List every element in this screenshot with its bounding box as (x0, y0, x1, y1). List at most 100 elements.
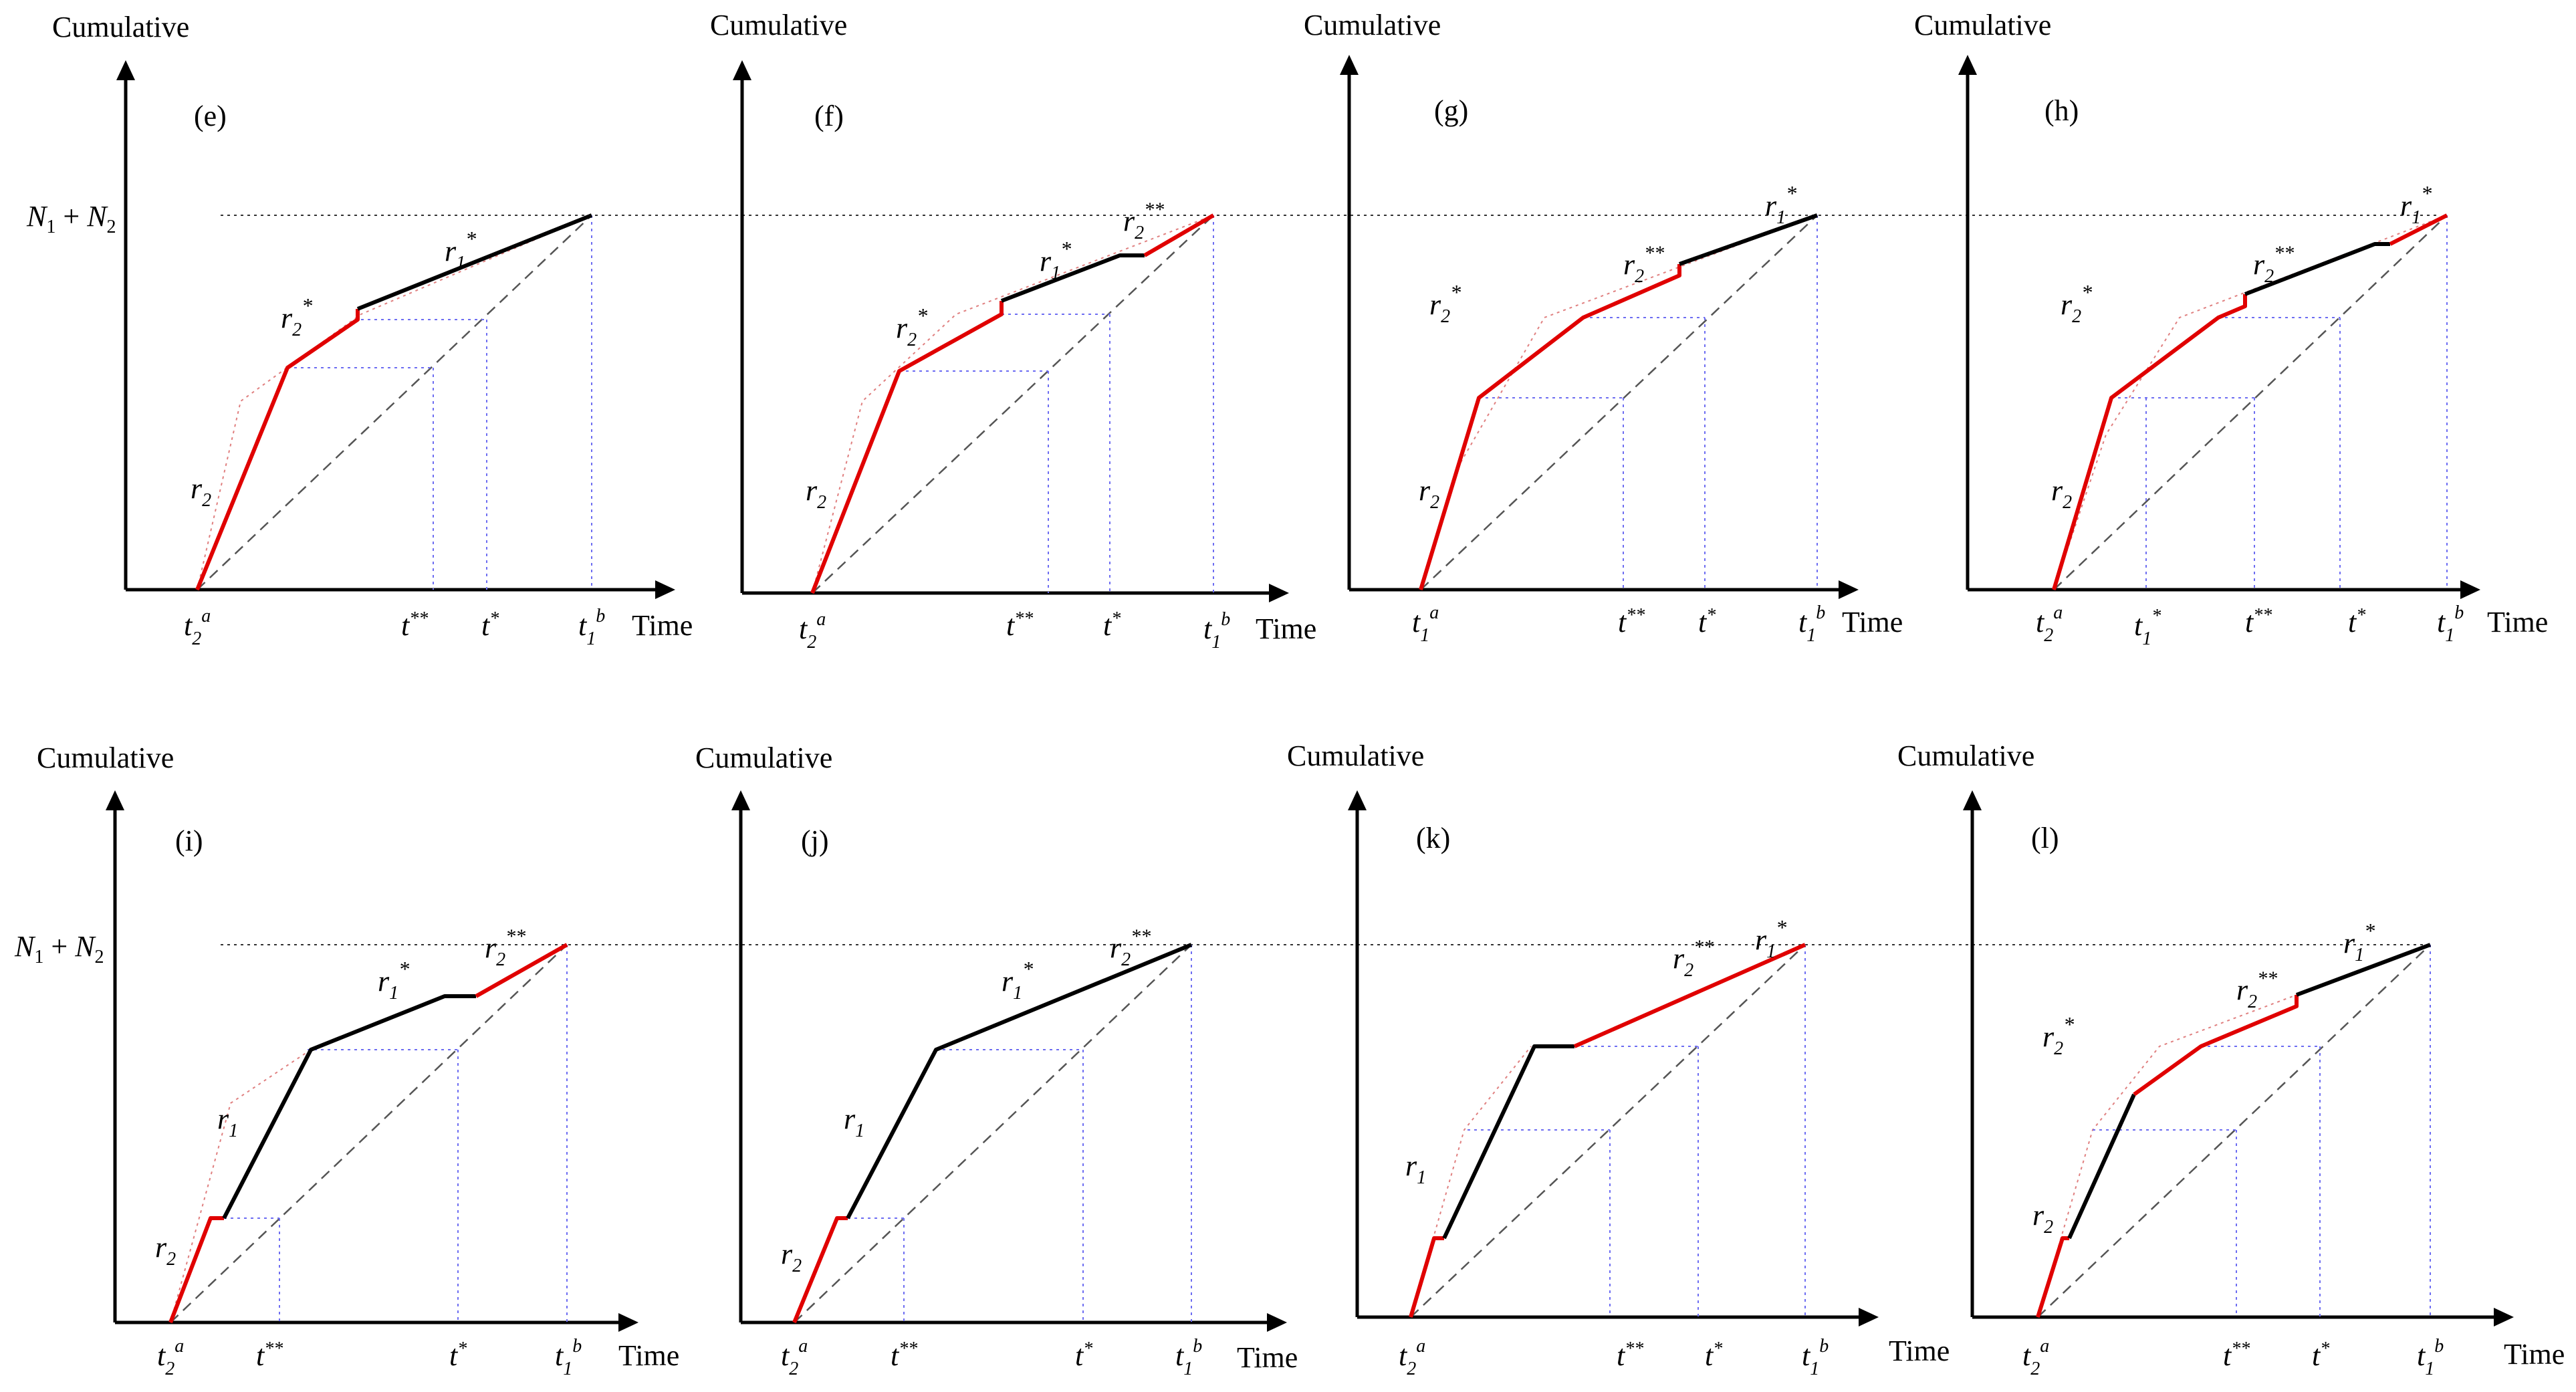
y-axis-label: Cumulative (710, 9, 847, 41)
svg-text:t1b: t1b (1175, 1336, 1202, 1379)
y-axis-label: Cumulative (695, 741, 832, 774)
svg-text:r1*: r1* (1765, 181, 1796, 228)
svg-text:r1*: r1* (2400, 181, 2432, 228)
curve-red (2036, 1236, 2069, 1318)
svg-text:t1b: t1b (2437, 602, 2464, 646)
curve-black (1000, 253, 1145, 303)
x-axis-arrow-icon (2494, 1308, 2514, 1326)
svg-text:t1*: t1* (2134, 606, 2161, 649)
svg-text:r1*: r1* (1002, 957, 1033, 1004)
svg-text:r1*: r1* (2343, 919, 2375, 965)
n1n2-label-top: N1 + N2 (26, 200, 116, 237)
y-axis-arrow-icon (733, 60, 751, 80)
x-axis-arrow-icon (1859, 1308, 1879, 1326)
svg-text:r2: r2 (806, 474, 826, 513)
y-axis-arrow-icon (1340, 55, 1359, 75)
curve-black (222, 994, 476, 1220)
y-axis-arrow-icon (116, 60, 135, 80)
panel-l: Cumulative Time (l) r2 r2* r2** r1* t2a … (1897, 739, 2565, 1379)
x-axis-label: Time (1842, 606, 1903, 639)
svg-text:r2*: r2* (281, 294, 312, 340)
panel-k: Cumulative Time (k) r1 r2** r1* t2a t** … (1287, 739, 1950, 1379)
svg-text:r2*: r2* (2061, 280, 2092, 327)
svg-text:t*: t* (449, 1339, 467, 1372)
x-axis-label: Time (1889, 1335, 1950, 1367)
svg-text:t1a: t1a (1412, 602, 1439, 646)
y-axis-arrow-icon (1348, 790, 1367, 810)
panel-id-label: (k) (1416, 822, 1450, 854)
svg-text:t**: t** (256, 1339, 283, 1372)
svg-text:t1b: t1b (1798, 602, 1825, 646)
svg-text:r2*: r2* (1429, 280, 1461, 327)
y-axis-arrow-icon (731, 790, 750, 810)
svg-text:t**: t** (1618, 605, 1645, 639)
y-axis-arrow-icon (106, 790, 124, 810)
y-axis-label: Cumulative (1304, 9, 1441, 41)
curve-black (1442, 1044, 1574, 1240)
x-axis-label: Time (1237, 1341, 1298, 1374)
svg-text:r2**: r2** (485, 925, 525, 970)
svg-text:t1b: t1b (2417, 1336, 2444, 1379)
curve-red (1409, 1236, 1444, 1318)
panel-g: Cumulative Time (g) r2 r2* r2** r1* t1a … (1304, 9, 1903, 646)
x-axis-arrow-icon (618, 1313, 638, 1332)
x-axis-label: Time (1256, 612, 1316, 645)
y-axis-label: Cumulative (1897, 739, 2034, 772)
svg-text:r2: r2 (781, 1238, 802, 1276)
x-axis-arrow-icon (655, 580, 675, 599)
svg-text:t1b: t1b (555, 1336, 582, 1379)
panel-f: Cumulative Time (f) r2 r2* r1* r2** t2a … (710, 9, 1316, 653)
svg-text:t2a: t2a (781, 1336, 808, 1379)
svg-text:r2**: r2** (1673, 936, 1714, 981)
svg-text:r2**: r2** (2236, 967, 2277, 1012)
svg-text:t2a: t2a (2036, 602, 2063, 646)
y-axis-label: Cumulative (37, 741, 174, 774)
curve-red (168, 1216, 224, 1324)
svg-text:t**: t** (1617, 1339, 1643, 1372)
x-axis-arrow-icon (1269, 584, 1289, 602)
panel-id-label: (h) (2044, 94, 2079, 127)
svg-text:r2*: r2* (896, 304, 927, 350)
svg-text:r2**: r2** (2253, 242, 2294, 287)
svg-text:r2**: r2** (1623, 242, 1664, 287)
svg-text:r1*: r1* (378, 957, 409, 1004)
panel-id-label: (j) (801, 824, 829, 857)
curve-red (2052, 294, 2247, 590)
x-axis-arrow-icon (2460, 580, 2480, 599)
panel-i: Cumulative Time (i) r2 r1 r1* r2** t2a t… (37, 741, 679, 1379)
svg-text:t*: t* (2348, 605, 2365, 639)
panel-e: Cumulative Time (e) r2 r2* r1* t2a t** t… (52, 11, 693, 649)
panel-id-label: (l) (2031, 822, 2059, 854)
curve-black (2244, 242, 2390, 296)
x-axis-label: Time (2487, 606, 2548, 639)
svg-text:r1: r1 (217, 1103, 238, 1141)
x-axis-label: Time (2504, 1338, 2565, 1371)
svg-text:t**: t** (1006, 608, 1033, 642)
svg-text:t2a: t2a (799, 609, 826, 653)
curve-black (846, 943, 1193, 1220)
svg-text:t2a: t2a (2022, 1336, 2049, 1379)
panel-id-label: (i) (175, 824, 203, 857)
svg-text:t1b: t1b (1203, 609, 1230, 653)
x-axis-label: Time (632, 609, 693, 642)
y-axis-arrow-icon (1958, 55, 1977, 75)
panel-j: Cumulative Time (j) r2 r1 r1* r2** t2a t… (695, 741, 1298, 1379)
svg-text:r2: r2 (191, 472, 211, 511)
curve-black (1678, 213, 1819, 266)
svg-text:r2: r2 (2051, 474, 2072, 513)
svg-text:r2: r2 (1419, 474, 1439, 513)
svg-text:t*: t* (1103, 608, 1121, 642)
svg-text:t*: t* (481, 608, 499, 642)
svg-text:t2a: t2a (1399, 1336, 1425, 1379)
svg-text:r1: r1 (1405, 1149, 1426, 1188)
curve-red (1419, 264, 1681, 590)
panel-id-label: (g) (1434, 94, 1468, 127)
y-axis-label: Cumulative (1287, 739, 1424, 772)
curve-red (195, 309, 360, 591)
x-axis-label: Time (618, 1339, 679, 1372)
y-axis-label: Cumulative (1914, 9, 2051, 41)
svg-text:t1b: t1b (578, 606, 605, 649)
svg-text:t**: t** (401, 608, 428, 642)
panel-id-label: (f) (814, 100, 844, 132)
panel-id-label: (e) (194, 100, 227, 132)
